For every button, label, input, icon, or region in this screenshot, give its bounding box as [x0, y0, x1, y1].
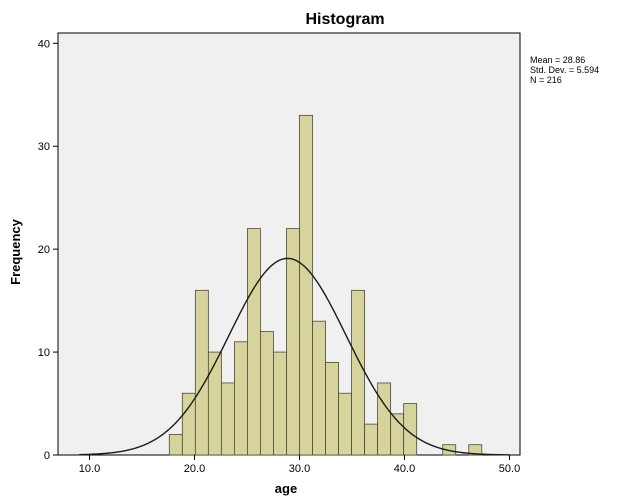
stats-n: N = 216	[530, 75, 562, 85]
histogram-bar	[220, 382, 235, 456]
y-tick-label: 40	[38, 38, 50, 50]
chart-title: Histogram	[305, 11, 384, 28]
histogram-bar	[194, 289, 209, 456]
histogram-bar	[181, 392, 196, 456]
histogram-bar	[247, 228, 261, 456]
histogram-bar	[351, 289, 365, 456]
y-tick-label: 0	[44, 450, 50, 462]
histogram-bar	[325, 361, 339, 456]
y-axis-label: Frequency	[8, 218, 23, 285]
stats-sd: Std. Dev. = 5.594	[530, 65, 599, 75]
histogram-bar	[364, 423, 379, 456]
histogram-bar	[468, 444, 483, 456]
stats-legend: Mean = 28.86 Std. Dev. = 5.594 N = 216	[530, 55, 599, 85]
histogram-bars	[168, 114, 483, 456]
histogram-bar	[273, 351, 287, 456]
x-tick-label: 20.0	[184, 463, 205, 475]
y-tick-label: 10	[38, 347, 50, 359]
histogram-bar	[377, 382, 392, 456]
histogram-bar	[338, 392, 352, 456]
y-tick-label: 30	[38, 141, 50, 153]
x-tick-label: 10.0	[79, 463, 100, 475]
histogram-bar	[207, 351, 222, 456]
x-tick-label: 50.0	[499, 463, 520, 475]
y-axis-ticks: 0 10 20 30 40	[38, 38, 58, 462]
normal-curve	[78, 257, 510, 456]
histogram-bar	[168, 434, 183, 456]
histogram-bar	[299, 114, 313, 456]
histogram-bar	[233, 341, 248, 456]
histogram-bar	[286, 228, 300, 456]
stats-mean: Mean = 28.86	[530, 55, 585, 65]
histogram-bar	[403, 403, 418, 456]
y-tick-label: 20	[38, 244, 50, 256]
histogram-bar	[260, 331, 274, 456]
histogram-bar	[312, 320, 326, 456]
x-axis-ticks: 10.0 20.0 30.0 40.0 50.0	[79, 455, 520, 475]
x-tick-label: 40.0	[394, 463, 415, 475]
x-tick-label: 30.0	[289, 463, 310, 475]
x-axis-label: age	[275, 481, 297, 496]
